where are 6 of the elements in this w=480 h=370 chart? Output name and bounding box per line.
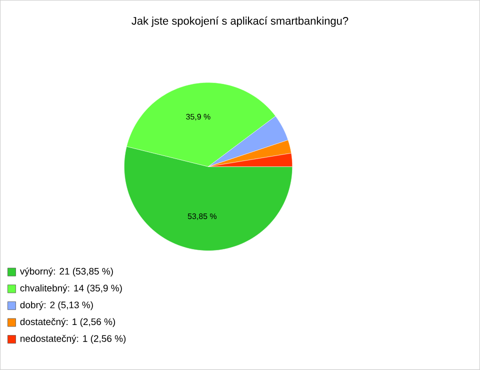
legend-label: výborný: 21 (53,85 %) bbox=[20, 268, 113, 277]
legend-label: dobrý: 2 (5,13 %) bbox=[20, 301, 93, 310]
legend-label: nedostatečný: 1 (2,56 %) bbox=[20, 334, 126, 344]
chart-title: Jak jste spokojení s aplikací smartbankingu? bbox=[132, 16, 348, 27]
legend-label: chvalitebný: 14 (35,9 %) bbox=[20, 284, 122, 294]
legend-label: dostatečný: 1 (2,56 %) bbox=[20, 318, 116, 328]
